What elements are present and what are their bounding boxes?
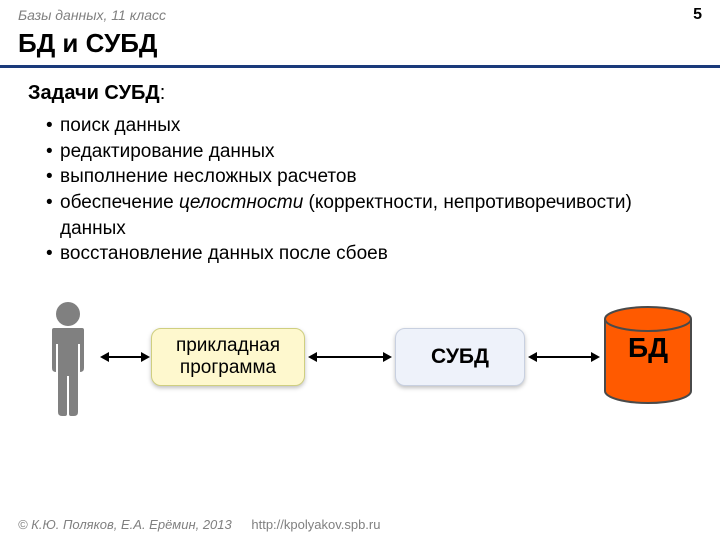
list-item: редактирование данных [46, 139, 692, 165]
arrow-1-head-right [141, 352, 150, 362]
arrow-1-line [108, 356, 142, 358]
arrow-2-line [316, 356, 384, 358]
content-area: Задачи СУБД: поиск данныхредактирование … [0, 68, 720, 281]
bullet-list: поиск данныхредактирование данныхвыполне… [28, 113, 692, 267]
subtitle-text: Задачи СУБД [28, 82, 160, 104]
page-number: 5 [693, 6, 702, 24]
course-label: Базы данных, 11 класс [18, 7, 166, 23]
arrow-1-head-left [100, 352, 109, 362]
arrow-3-head-left [528, 352, 537, 362]
arrow-3-line [536, 356, 592, 358]
node-app-label: прикладная программа [152, 335, 304, 379]
node-subd: СУБД [395, 328, 525, 386]
footer-url: http://kpolyakov.spb.ru [251, 517, 380, 532]
list-item: поиск данных [46, 113, 692, 139]
list-item: выполнение несложных расчетов [46, 164, 692, 190]
slide-title: БД и СУБД [0, 26, 720, 68]
list-item: обеспечение целостности (корректности, н… [46, 190, 692, 241]
node-db-label: БД [603, 332, 693, 364]
node-subd-label: СУБД [431, 345, 489, 369]
arrow-3-head-right [591, 352, 600, 362]
node-app: прикладная программа [151, 328, 305, 386]
footer-copyright: © К.Ю. Поляков, Е.А. Ерёмин, 2013 [18, 517, 232, 532]
arrow-2-head-left [308, 352, 317, 362]
arrow-2-head-right [383, 352, 392, 362]
subtitle: Задачи СУБД: [28, 82, 692, 105]
person-icon [38, 300, 98, 420]
list-item: восстановление данных после сбоев [46, 241, 692, 267]
footer: © К.Ю. Поляков, Е.А. Ерёмин, 2013 http:/… [18, 517, 380, 532]
header-bar: Базы данных, 11 класс 5 [0, 0, 720, 26]
